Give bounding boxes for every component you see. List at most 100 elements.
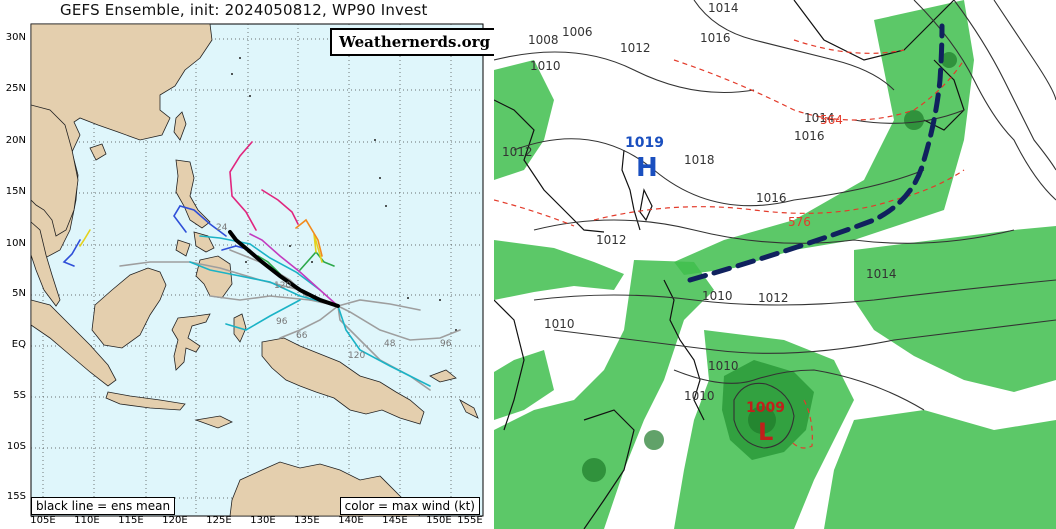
- track-member: [173, 205, 227, 237]
- track-member: [337, 305, 461, 341]
- track-member: [209, 295, 339, 307]
- low-pressure-symbol: L: [758, 418, 773, 446]
- track-member: [225, 299, 301, 331]
- low-pressure-center: 1009 L: [746, 400, 785, 446]
- track-member: [257, 255, 281, 275]
- isobar-label: 1018: [684, 153, 715, 167]
- lat-label: EQ: [11, 339, 26, 350]
- isobar-label: 1012: [620, 41, 651, 55]
- lon-label: 155E: [457, 515, 483, 526]
- isobar-label: 1016: [794, 129, 825, 143]
- track-member: [229, 141, 257, 231]
- track-member: [62, 239, 81, 267]
- landmass-borneo: [91, 267, 167, 349]
- dark-precip-cores: [582, 52, 957, 482]
- landmass-indochina: [31, 104, 79, 237]
- track-member: [199, 235, 321, 291]
- track-hour-labels: 96 120 66 24 48 120 96: [216, 223, 452, 361]
- isobar-label: 1014: [708, 1, 739, 15]
- track-map-canvas: 96 120 66 24 48 120 96: [30, 23, 484, 517]
- isobar-label: 1012: [758, 291, 789, 305]
- track-hour-label: 96: [440, 339, 452, 349]
- isobar-label: 1010: [702, 289, 733, 303]
- landmass-sulawesi: [171, 313, 211, 371]
- ens-mean-legend: black line = ens mean: [31, 497, 176, 515]
- lon-label: 130E: [250, 515, 276, 526]
- surface-pressure-map: 1008 1006 1010 1012 1014 1016 1012 1018 1016 1014…: [494, 0, 1056, 529]
- landmass-hainan: [89, 143, 107, 161]
- lon-label: 105E: [30, 515, 56, 526]
- lon-label: 140E: [338, 515, 364, 526]
- small-islands: [231, 57, 457, 331]
- isobar-label: 1010: [684, 389, 715, 403]
- landmass-mainland-asia: [31, 24, 213, 259]
- landmass-taiwan: [173, 111, 187, 141]
- track-hour-label: 120: [348, 351, 365, 361]
- landmass-timor: [194, 415, 233, 429]
- lat-label: 5S: [13, 390, 26, 401]
- landmass-solomons: [459, 398, 479, 419]
- height-label: 576: [788, 215, 811, 229]
- lon-label: 135E: [294, 515, 320, 526]
- map-title: GEFS Ensemble, init: 2024050812, WP90 In…: [60, 1, 428, 19]
- track-member: [337, 305, 431, 387]
- landmass-sumatra: [31, 299, 117, 387]
- high-pressure-center: 1019 H: [625, 135, 664, 183]
- track-hour-label: 66: [296, 331, 308, 341]
- lat-label: 25N: [5, 83, 26, 94]
- lat-label: 10S: [6, 441, 26, 452]
- isobar-label: 1010: [708, 359, 739, 373]
- track-hour-label: 24: [216, 223, 228, 233]
- isobar-label: 1014: [804, 111, 835, 125]
- lon-label: 110E: [74, 515, 100, 526]
- track-member: [249, 233, 339, 307]
- isobar-label: 1010: [544, 317, 575, 331]
- frontal-boundary: [687, 23, 945, 283]
- height-value-labels: 564 576: [788, 113, 843, 229]
- lon-label: 145E: [382, 515, 408, 526]
- landmass-java: [105, 391, 186, 411]
- isobar-lines: [494, 0, 1056, 449]
- isobar-label: 1016: [756, 191, 787, 205]
- track-member: [189, 261, 339, 307]
- ensemble-mean-track: [228, 230, 340, 308]
- lon-label: 150E: [426, 515, 452, 526]
- landmass-visayas: [175, 231, 215, 257]
- landmass-malay-peninsula: [31, 221, 61, 307]
- landmass-new-guinea: [261, 337, 425, 425]
- low-pressure-value: 1009: [746, 400, 785, 416]
- isobar-label: 1008: [528, 33, 559, 47]
- lat-label: 15N: [5, 186, 26, 197]
- track-member: [261, 189, 299, 225]
- landmass-luzon: [175, 159, 211, 229]
- ensemble-track-map: 96 120 66 24 48 120 96 GEFS Ensemble, init: 20…: [0, 0, 500, 529]
- track-member: [337, 299, 421, 311]
- isobar-label: 1006: [562, 25, 593, 39]
- isobar-label: 1012: [596, 233, 627, 247]
- track-hour-label: 120: [274, 281, 291, 291]
- lat-label: 20N: [5, 135, 26, 146]
- lat-label: 15S: [6, 491, 26, 502]
- track-hour-label: 96: [276, 317, 288, 327]
- track-member: [295, 218, 323, 257]
- coastlines: [494, 0, 965, 529]
- landmass-new-britain: [429, 369, 457, 383]
- lon-label: 125E: [206, 515, 232, 526]
- isobar-label: 1016: [700, 31, 731, 45]
- lat-label: 5N: [12, 288, 26, 299]
- watermark-logo: Weathernerds.org: [330, 28, 500, 56]
- track-member: [79, 229, 91, 247]
- isobar-label: 1014: [866, 267, 897, 281]
- height-contours: [494, 39, 965, 449]
- isobar-label: 1012: [502, 145, 533, 159]
- high-pressure-value: 1019: [625, 135, 664, 151]
- wind-color-legend: color = max wind (kt): [339, 497, 480, 515]
- height-label: 564: [820, 113, 843, 127]
- lon-label: 115E: [118, 515, 144, 526]
- track-hour-label: 48: [384, 339, 396, 349]
- lat-label: 10N: [5, 238, 26, 249]
- track-member: [279, 305, 339, 339]
